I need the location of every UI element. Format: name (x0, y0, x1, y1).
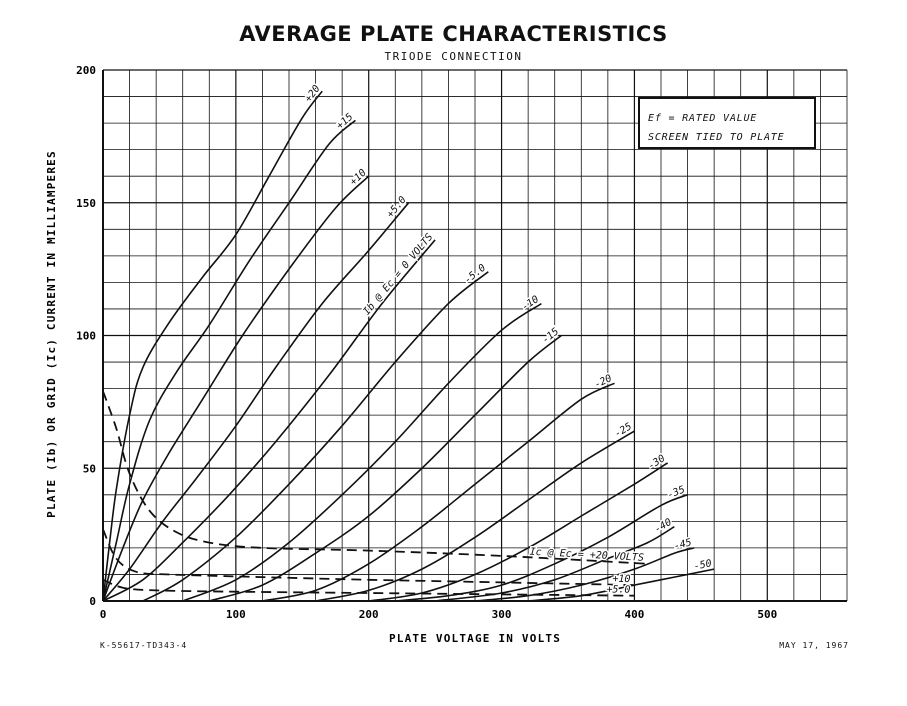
y-tick-label: 0 (89, 595, 96, 608)
plate-curve (102, 175, 370, 602)
plate-curve-label: +20 (303, 83, 323, 104)
plate-curve (102, 119, 356, 602)
x-tick-label: 500 (757, 608, 777, 621)
plate-curve (209, 334, 562, 602)
plate-curve-label: -45 (673, 537, 693, 552)
x-axis-label: PLATE VOLTAGE IN VOLTS (389, 632, 561, 645)
grid-current-curve (102, 528, 635, 586)
plate-curve-label: +10 (348, 167, 369, 187)
plate-curve (102, 90, 323, 602)
plate-curve (182, 302, 542, 602)
x-tick-label: 300 (492, 608, 512, 621)
plate-curve-label: Ib @ Ec = 0 VOLTS (361, 232, 435, 318)
plate-curve-label: +15 (335, 111, 356, 131)
x-tick-label: 0 (100, 608, 107, 621)
plate-curve (102, 202, 410, 602)
plate-curve (474, 547, 695, 602)
grid-current-curve (102, 390, 648, 565)
grid-curve-label: +5.0 (606, 584, 630, 595)
y-tick-label: 200 (76, 64, 96, 77)
document-code: K-55617-TD343-4 (100, 641, 188, 650)
plate-curve-label: -15 (540, 326, 561, 346)
note-line-1: Ef = RATED VALUE (648, 113, 758, 124)
grid-curve-label: +10 (612, 574, 630, 585)
plate-curve-label: -35 (666, 484, 687, 501)
plate-curve (262, 382, 615, 602)
note-line-2: SCREEN TIED TO PLATE (648, 132, 785, 143)
plate-curve (528, 568, 715, 602)
plate-curve (142, 271, 489, 602)
tick-labels: 0 100 200 300 400 500 0 50 100 150 200 (76, 64, 777, 621)
y-tick-label: 150 (76, 197, 96, 210)
plate-curve-label: -50 (693, 558, 713, 572)
plate-curve (102, 239, 436, 602)
y-axis-label: PLATE (Ib) OR GRID (Ic) CURRENT IN MILLI… (45, 150, 58, 518)
curves (102, 90, 715, 602)
plate-curve-label: -40 (653, 517, 674, 536)
chart-subtitle: TRIODE CONNECTION (384, 50, 523, 63)
grid-lines (102, 69, 848, 602)
note-box: Ef = RATED VALUE SCREEN TIED TO PLATE (638, 97, 816, 149)
chart-title: AVERAGE PLATE CHARACTERISTICS (239, 22, 668, 46)
plate-curve (395, 494, 688, 602)
x-tick-label: 400 (624, 608, 644, 621)
y-tick-label: 50 (83, 462, 96, 475)
plate-curve (315, 430, 635, 602)
x-tick-label: 100 (226, 608, 246, 621)
grid-current-curve (102, 578, 635, 597)
document-date: MAY 17, 1967 (779, 641, 849, 650)
y-tick-label: 100 (76, 330, 96, 343)
x-tick-label: 200 (359, 608, 379, 621)
